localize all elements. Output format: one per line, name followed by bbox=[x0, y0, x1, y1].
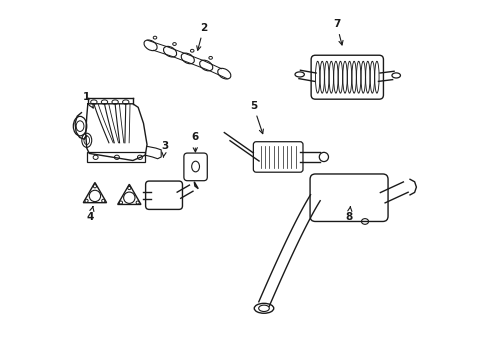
Text: 7: 7 bbox=[332, 19, 342, 45]
Text: 1: 1 bbox=[83, 92, 93, 108]
Text: 4: 4 bbox=[86, 207, 94, 222]
Text: 8: 8 bbox=[345, 207, 352, 222]
Text: 5: 5 bbox=[249, 100, 263, 134]
Text: 2: 2 bbox=[196, 23, 207, 50]
Text: 3: 3 bbox=[161, 141, 168, 157]
Text: 6: 6 bbox=[191, 132, 198, 152]
